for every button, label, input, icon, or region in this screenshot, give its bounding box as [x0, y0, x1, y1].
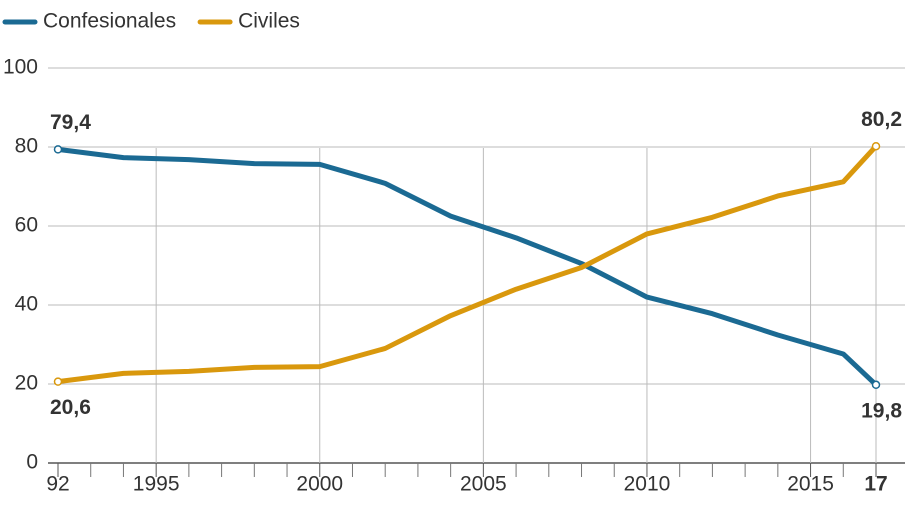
end-point [53, 145, 63, 154]
value-label: 80,2 [861, 108, 902, 131]
x-tick-label: 92 [46, 473, 69, 496]
x-tick-label: 2010 [624, 473, 671, 496]
x-tick-label: 17 [864, 473, 887, 496]
value-label: 19,8 [861, 399, 902, 422]
end-point [871, 141, 881, 151]
value-label: 79,4 [50, 111, 91, 134]
y-tick-label: 80 [15, 135, 38, 158]
line [57, 146, 878, 387]
x-tick-label: 2000 [296, 473, 343, 496]
legend-label: Civiles [238, 10, 300, 33]
x-tick-label: 2015 [787, 473, 834, 496]
x-tick-label: 2005 [460, 473, 507, 496]
y-tick-label: 60 [15, 214, 38, 237]
y-tick-label: 100 [3, 56, 38, 79]
y-tick-label: 20 [15, 372, 38, 395]
line [57, 144, 878, 385]
legend-label: Confesionales [43, 10, 176, 33]
y-tick-label: 40 [15, 293, 38, 316]
y-tick-label: 0 [26, 451, 38, 474]
end-point [871, 380, 881, 390]
value-label: 20,6 [50, 396, 91, 419]
x-tick-label: 1995 [133, 473, 180, 496]
end-point [53, 377, 63, 386]
